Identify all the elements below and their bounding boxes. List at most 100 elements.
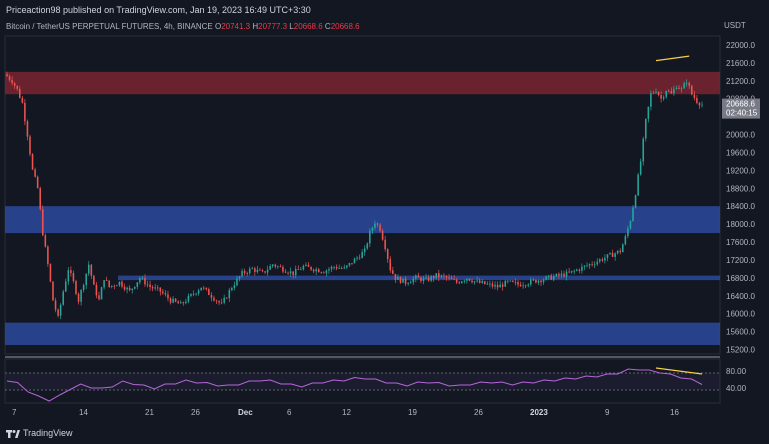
tradingview-logo[interactable]: TradingView [6,428,73,438]
rsi-line [6,368,703,402]
candle-body [351,263,353,264]
candle-body [369,230,371,244]
candle-body [185,301,187,304]
price-divergence-line [655,55,690,62]
candle-body [248,268,251,274]
candle-body [54,300,57,310]
candle-body [547,275,550,277]
candle-body [466,278,468,281]
candle-body [690,85,693,95]
candle-body [432,276,435,279]
candle-body [164,293,167,295]
candle-body [98,295,100,300]
candle-body [532,279,535,281]
candle-body [376,223,379,225]
candle-body [307,264,310,267]
candle-body [629,221,632,229]
candle-body [210,295,213,298]
candle-body [622,244,624,253]
candle-body [208,289,210,296]
candle-body [501,284,504,287]
candle-body [93,275,95,285]
candle-body [64,281,67,292]
close-label: C [324,22,331,31]
symbol-bar[interactable]: Bitcoin / TetherUS PERPETUAL FUTURES, 4h… [6,22,360,31]
high-label: H [252,22,259,31]
candle-body [49,263,52,282]
candle-body [443,275,445,277]
symbol-name[interactable]: Bitcoin / TetherUS PERPETUAL FUTURES, 4h… [6,22,213,31]
candle-body [254,268,256,272]
time-tick-label: 26 [191,408,200,417]
price-tick-label: 20000.0 [726,131,755,140]
candle-body [62,291,64,305]
candle-body [624,236,627,245]
candle-body [103,280,105,288]
candle-body [95,284,98,296]
candle-body [228,290,231,298]
candle-body [478,280,481,283]
candle-body [409,282,412,284]
candle-body [121,281,123,287]
candle-body [412,278,415,283]
candle-body [179,302,182,304]
price-tick-label: 17600.0 [726,238,755,247]
candle-body [26,121,29,137]
candle-body [18,88,21,98]
candle-body [484,281,486,285]
candle-body [70,270,72,274]
candle-body [601,259,604,261]
candle-body [294,269,297,276]
candle-body [271,264,274,267]
candle-body [637,174,639,196]
rsi-pane[interactable] [4,358,721,404]
candle-body [392,270,394,274]
candle-body [555,273,558,277]
candle-body [213,297,215,301]
candle-body [100,287,103,300]
candle-body [596,261,599,265]
candle-body [448,277,450,279]
candle-body [340,267,343,269]
price-pane[interactable] [4,35,721,355]
candle-body [627,228,629,237]
time-tick-label: 26 [474,408,483,417]
candle-body [698,102,701,106]
candles [6,71,703,320]
candle-body [578,269,581,271]
candle-body [650,93,652,107]
price-tick-label: 18400.0 [726,202,755,211]
time-tick-label: 2023 [530,408,548,417]
candle-body [266,269,269,273]
candle-body [236,278,238,286]
candle-body [151,287,154,289]
price-tick-label: 15600.0 [726,328,755,337]
candle-body [514,281,517,283]
candle-body [197,290,200,294]
price-tick-label: 21600.0 [726,59,755,68]
candle-body [108,280,110,287]
candle-body [13,83,16,86]
candle-body [21,97,24,103]
candle-body [570,270,573,273]
candle-body [162,291,164,294]
candle-body [445,276,448,278]
candle-body [200,287,202,291]
candle-body [238,276,241,279]
candle-body [77,293,80,302]
candle-body [87,264,90,274]
rsi-divergence-line [655,367,703,375]
candle-body [657,91,660,96]
candle-body [576,269,578,271]
rsi-band [5,373,720,390]
candle-body [458,282,461,284]
candle-body [655,91,657,93]
open-value: 20741.3 [221,22,251,31]
candle-body [507,280,509,282]
candle-body [205,287,208,290]
candle-body [450,277,453,280]
candle-body [550,275,553,280]
candle-body [384,239,386,250]
candle-body [113,285,116,287]
